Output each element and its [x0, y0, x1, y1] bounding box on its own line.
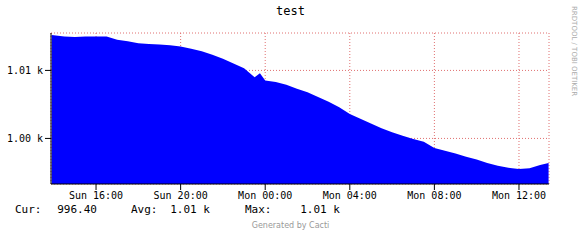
- svg-text:1.00 k: 1.00 k: [8, 133, 43, 144]
- svg-text:1.01 k: 1.01 k: [8, 65, 43, 76]
- svg-text:Sun 16:00: Sun 16:00: [69, 190, 123, 201]
- svg-text:Sun 20:00: Sun 20:00: [154, 190, 208, 201]
- html-text:RRDTOOL / TOBI OETIKER: RRDTOOL / TOBI OETIKER: [570, 6, 578, 97]
- svg-text:Mon 12:00: Mon 12:00: [492, 190, 546, 201]
- html-text:1.01 k: 1.01 k: [300, 203, 340, 216]
- html-text:Max:: Max:: [245, 203, 272, 216]
- svg-text:Mon 04:00: Mon 04:00: [323, 190, 377, 201]
- html-text:Cur:: Cur:: [15, 203, 42, 216]
- html-text:Generated by Cacti: Generated by Cacti: [251, 221, 330, 230]
- html-text:996.40: 996.40: [57, 203, 97, 216]
- html-text:test: test: [276, 4, 305, 18]
- html-text:1.01 k: 1.01 k: [170, 203, 210, 216]
- html-text:Avg:: Avg:: [131, 203, 158, 216]
- svg-text:Mon 00:00: Mon 00:00: [238, 190, 292, 201]
- svg-text:Mon 08:00: Mon 08:00: [407, 190, 461, 201]
